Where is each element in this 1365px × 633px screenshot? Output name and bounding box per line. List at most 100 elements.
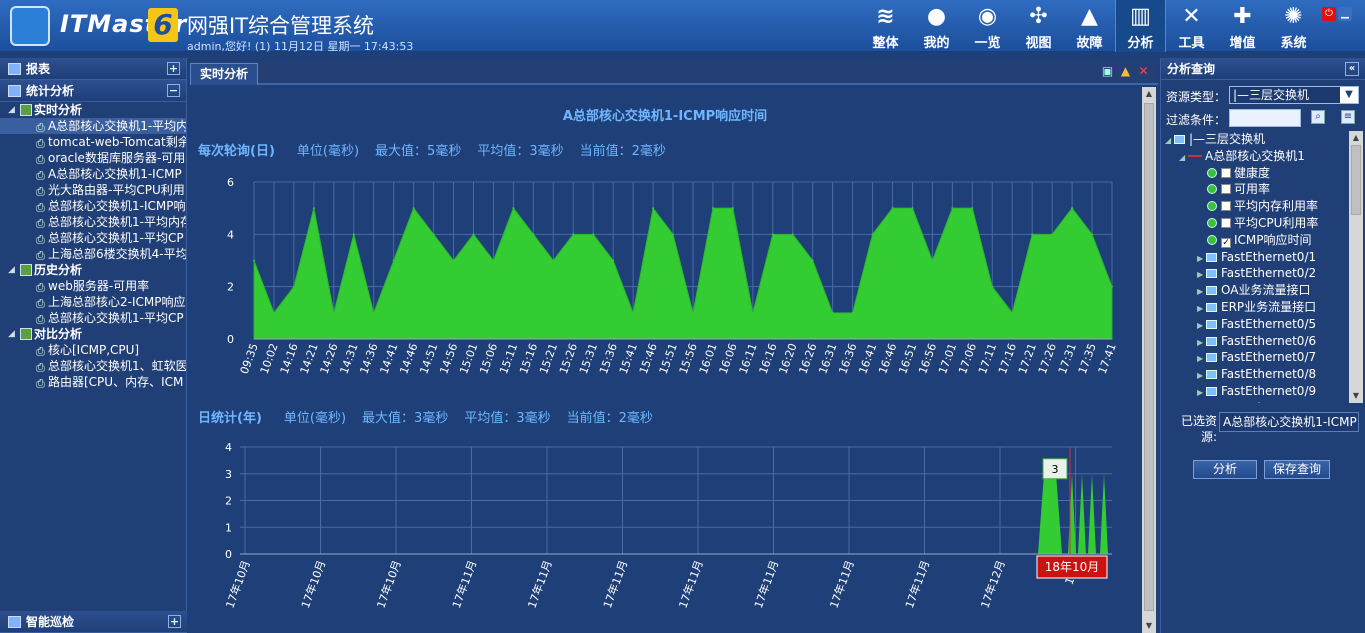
metric-item[interactable]: 平均内存利用率 — [1161, 198, 1349, 215]
data-point — [472, 233, 475, 236]
tree-item[interactable]: ⎙ tomcat-web-Tomcat剩余P — [0, 134, 186, 150]
tree-item[interactable]: ⎙ 总部核心交换机1-平均CP — [0, 310, 186, 326]
metric-checkbox[interactable]: ✓ — [1221, 237, 1231, 248]
expand-arrow-icon[interactable]: ▶ — [1197, 387, 1204, 397]
data-point — [851, 311, 854, 314]
filter-search-icon[interactable]: ⌕ — [1311, 110, 1325, 124]
expand-arrow-icon[interactable]: ▶ — [1197, 253, 1204, 263]
interface-item[interactable]: ▶ ERP业务流量接口 — [1161, 299, 1349, 316]
collapse-right-icon[interactable]: « — [1345, 62, 1359, 76]
interface-item[interactable]: ▶ OA业务流量接口 — [1161, 282, 1349, 299]
metric-item[interactable]: 健康度 — [1161, 165, 1349, 182]
nav-plus[interactable]: ✚ 增值 — [1217, 0, 1268, 52]
tab-realtime[interactable]: 实时分析 — [190, 63, 258, 85]
metric-checkbox[interactable] — [1221, 201, 1231, 212]
expand-arrow-icon[interactable]: ▶ — [1197, 402, 1206, 403]
minimize-icon[interactable]: ▁ — [1338, 7, 1352, 21]
interface-item[interactable]: ▶ FastEthernet0/9 — [1161, 383, 1349, 400]
tree-item[interactable]: ⎙ A总部核心交换机1-平均内 — [0, 118, 186, 134]
expand-icon[interactable]: + — [168, 615, 181, 628]
nav-tools[interactable]: ✕ 工具 — [1166, 0, 1217, 52]
collapse-arrow-icon[interactable]: ◢ — [1179, 152, 1186, 162]
tree-group[interactable]: ◢ 历史分析 — [0, 262, 186, 278]
interface-item[interactable]: ▶ FastEthernet0/5 — [1161, 316, 1349, 333]
interface-item[interactable]: ▶ FastEthernet0/10 — [1161, 400, 1349, 403]
status-ok-icon — [1207, 217, 1217, 228]
scroll-down-icon[interactable]: ▼ — [1352, 391, 1360, 400]
expand-icon[interactable]: + — [167, 62, 180, 75]
expand-arrow-icon[interactable]: ◢ — [8, 265, 15, 275]
tree-item[interactable]: ⎙ 总部核心交换机1-平均内存 — [0, 214, 186, 230]
interface-item[interactable]: ▶ FastEthernet0/7 — [1161, 349, 1349, 366]
filter-input[interactable] — [1229, 109, 1301, 127]
expand-arrow-icon[interactable]: ▶ — [1197, 371, 1204, 381]
scroll-up-icon[interactable]: ▲ — [1352, 133, 1360, 142]
tooltip-value-box — [1042, 458, 1068, 480]
expand-arrow-icon[interactable]: ▶ — [1197, 270, 1204, 280]
metric-item[interactable]: ✓ ICMP响应时间 — [1161, 232, 1349, 249]
interface-item[interactable]: ▶ FastEthernet0/2 — [1161, 265, 1349, 282]
expand-arrow-icon[interactable]: ▶ — [1197, 354, 1204, 364]
interface-item[interactable]: ▶ FastEthernet0/1 — [1161, 249, 1349, 266]
logout-icon[interactable]: ⏻ — [1322, 7, 1336, 21]
nav-user[interactable]: ● 我的 — [911, 0, 962, 52]
tree-item[interactable]: ⎙ 总部核心交换机1-平均CP — [0, 230, 186, 246]
analyze-button[interactable]: 分析 — [1193, 460, 1257, 479]
data-point — [1051, 233, 1054, 236]
scroll-up-icon[interactable]: ▲ — [1145, 89, 1153, 98]
collapse-icon[interactable]: − — [167, 84, 180, 97]
tree-item[interactable]: ⎙ 上海总部核心2-ICMP响应 — [0, 294, 186, 310]
tree-item[interactable]: ⎙ 总部核心交换机1、虹软医 — [0, 358, 186, 374]
scroll-thumb[interactable] — [1144, 103, 1154, 611]
stats-header[interactable]: 统计分析 − — [0, 80, 186, 102]
close-icon[interactable]: ✕ — [1138, 64, 1149, 78]
save-query-button[interactable]: 保存查询 — [1264, 460, 1330, 479]
tree-scrollbar[interactable]: ▲ ▼ — [1349, 131, 1363, 403]
tree-group[interactable]: ◢ 实时分析 — [0, 102, 186, 118]
collapse-arrow-icon[interactable]: ◢ — [1165, 136, 1172, 145]
export-icon[interactable]: ▣ — [1101, 64, 1114, 78]
patrol-header[interactable]: 智能巡检 + — [0, 611, 187, 633]
tree-group[interactable]: ◢ 对比分析 — [0, 326, 186, 342]
metric-checkbox[interactable] — [1221, 167, 1231, 178]
tree-item[interactable]: ⎙ 上海总部6楼交换机4-平均 — [0, 246, 186, 262]
metric-item[interactable]: 平均CPU利用率 — [1161, 215, 1349, 232]
interface-item[interactable]: ▶ FastEthernet0/6 — [1161, 333, 1349, 350]
filter-list-icon[interactable]: ≡ — [1341, 110, 1355, 124]
nav-globe[interactable]: ◉ 一览 — [962, 0, 1013, 52]
data-point — [652, 207, 655, 210]
metric-item[interactable]: 可用率 — [1161, 181, 1349, 198]
resource-type-select[interactable]: |—三层交换机 ▼ — [1229, 86, 1359, 104]
expand-arrow-icon[interactable]: ◢ — [8, 329, 15, 339]
alert-icon[interactable]: ▲ — [1120, 64, 1131, 78]
tree-item[interactable]: ⎙ oracle数据库服务器-可用率 — [0, 150, 186, 166]
tree-device[interactable]: ◢ A总部核心交换机1 — [1161, 148, 1349, 165]
nav-topology[interactable]: ✣ 视图 — [1013, 0, 1064, 52]
nav-chart[interactable]: ▥ 分析 — [1115, 0, 1166, 52]
metric-checkbox[interactable] — [1221, 184, 1231, 195]
chevron-down-icon[interactable]: ▼ — [1340, 87, 1358, 103]
metric-checkbox[interactable] — [1221, 217, 1231, 228]
nav-layers[interactable]: ≋ 整体 — [860, 0, 911, 52]
expand-arrow-icon[interactable]: ▶ — [1197, 337, 1204, 347]
tree-item[interactable]: ⎙ A总部核心交换机1-ICMP — [0, 166, 186, 182]
scroll-thumb[interactable] — [1351, 145, 1361, 215]
interface-item[interactable]: ▶ FastEthernet0/8 — [1161, 366, 1349, 383]
nav-warning[interactable]: ▲ 故障 — [1064, 0, 1115, 52]
tree-item[interactable]: ⎙ 光大路由器-平均CPU利用 — [0, 182, 186, 198]
expand-arrow-icon[interactable]: ▶ — [1197, 320, 1204, 330]
expand-arrow-icon[interactable]: ▶ — [1197, 287, 1204, 297]
expand-arrow-icon[interactable]: ▶ — [1197, 303, 1204, 313]
data-point — [931, 259, 934, 262]
tree-item[interactable]: ⎙ 核心[ICMP,CPU] — [0, 342, 186, 358]
expand-arrow-icon[interactable]: ◢ — [8, 105, 15, 115]
scroll-down-icon[interactable]: ▼ — [1145, 621, 1153, 630]
content-scrollbar[interactable]: ▲ ▼ — [1142, 87, 1156, 633]
tree-root[interactable]: ◢ |—三层交换机 — [1161, 131, 1349, 148]
tree-item[interactable]: ⎙ 路由器[CPU、内存、ICM — [0, 374, 186, 390]
reports-header[interactable]: 报表 + — [0, 58, 186, 80]
tree-item[interactable]: ⎙ 总部核心交换机1-ICMP响 — [0, 198, 186, 214]
tree-item[interactable]: ⎙ web服务器-可用率 — [0, 278, 186, 294]
data-point — [372, 311, 375, 314]
nav-gear[interactable]: ✺ 系统 — [1268, 0, 1319, 52]
